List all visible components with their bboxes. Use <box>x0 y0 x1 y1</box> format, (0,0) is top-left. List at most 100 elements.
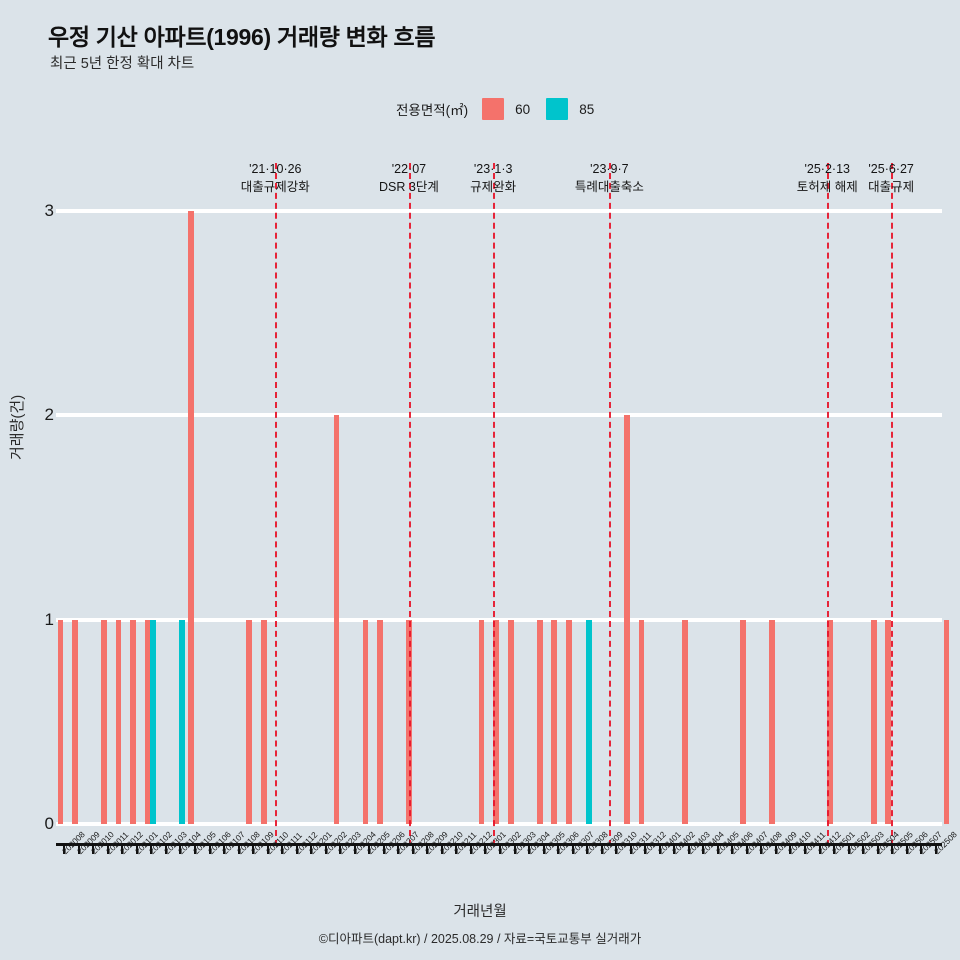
bar-202308-85[interactable] <box>586 619 592 824</box>
bar-202105-60[interactable] <box>188 211 194 824</box>
bar-202011-60[interactable] <box>101 619 107 824</box>
x-tick-202206 <box>382 843 385 854</box>
footer-credit: ©디아파트(dapt.kr) / 2025.08.29 / 자료=국토교통부 실… <box>318 932 642 946</box>
x-tick-202107 <box>223 843 226 854</box>
bar-202109-60[interactable] <box>246 619 253 824</box>
annotation-label-4: '25·2·13 토허제 해제 <box>797 160 858 196</box>
x-tick-202210 <box>440 843 443 854</box>
bar-202302-60[interactable] <box>493 619 499 824</box>
x-tick-202403 <box>687 843 690 854</box>
x-tick-202308 <box>586 843 589 854</box>
bar-202303-60[interactable] <box>507 619 514 824</box>
x-tick-202211 <box>455 843 458 854</box>
annotation-line-3 <box>609 163 612 846</box>
legend-swatch-85 <box>546 98 569 120</box>
x-tick-202504 <box>876 843 879 854</box>
x-tick-202208 <box>411 843 414 854</box>
x-axis-title: 거래년월 <box>453 904 507 920</box>
x-tick-202103 <box>164 843 167 854</box>
chart-title: 우정 기산 아파트(1996) 거래량 변화 흐름 <box>48 24 436 50</box>
bar-202305-60[interactable] <box>536 619 543 824</box>
x-tick-202407 <box>745 843 748 854</box>
annotation-line-5 <box>891 163 894 846</box>
x-tick-202404 <box>702 843 705 854</box>
annotation-line-4 <box>827 163 830 846</box>
bar-202008-60[interactable] <box>57 619 64 824</box>
bar-202501-60[interactable] <box>827 619 834 824</box>
annotation-text-4: 토허제 해제 <box>796 180 858 195</box>
bar-202505-60[interactable] <box>885 619 892 824</box>
x-tick-202201 <box>310 843 313 854</box>
x-tick-202408 <box>760 843 763 854</box>
annotation-line-2 <box>493 163 496 846</box>
bar-202101-60[interactable] <box>130 619 136 824</box>
bar-202205-60[interactable] <box>362 619 369 824</box>
annotation-text-2: 규제완화 <box>470 180 517 195</box>
annotation-label-3: '23·9·7 특례대출축소 <box>575 160 644 196</box>
x-tick-202204 <box>353 843 356 854</box>
annotation-text-3: 특례대출축소 <box>574 180 644 195</box>
annotation-date-0: '21·10·26 <box>249 162 302 176</box>
annotation-date-1: '22·07 <box>391 162 427 176</box>
chart-legend: 전용면적(㎡) 60 85 <box>396 98 610 120</box>
bar-202301-60[interactable] <box>478 619 485 824</box>
x-tick-202102 <box>150 843 153 854</box>
bar-202306-60[interactable] <box>551 619 558 824</box>
annotation-text-5: 대출규제 <box>868 180 915 195</box>
bar-202102-85[interactable] <box>150 619 157 824</box>
x-tick-202406 <box>731 843 734 854</box>
gridline <box>56 617 942 622</box>
x-tick-202411 <box>804 843 807 854</box>
bar-202206-60[interactable] <box>377 619 383 824</box>
bar-202203-60[interactable] <box>333 415 340 824</box>
plot-area <box>56 209 950 826</box>
x-tick-202305 <box>542 843 545 854</box>
x-tick-202309 <box>600 843 603 854</box>
bar-202307-60[interactable] <box>565 619 572 824</box>
y-tick-label-0: 0 <box>44 814 54 833</box>
annotation-label-1: '22·07 DSR 3단계 <box>379 160 439 196</box>
legend-title: 전용면적(㎡) <box>396 103 469 118</box>
x-tick-202212 <box>469 843 472 854</box>
y-tick-label-1: 1 <box>44 609 54 629</box>
bar-202104-85[interactable] <box>179 619 186 824</box>
x-tick-202011 <box>106 843 109 854</box>
bar-202102-60[interactable] <box>144 619 151 824</box>
x-tick-202304 <box>528 843 531 854</box>
y-tick-label-2: 2 <box>44 405 54 425</box>
bar-202009-60[interactable] <box>72 619 78 824</box>
bar-202312-60[interactable] <box>638 619 645 824</box>
bar-202311-60[interactable] <box>624 415 630 824</box>
x-tick-202303 <box>513 843 516 854</box>
gridline <box>56 822 942 826</box>
bar-202407-60[interactable] <box>740 619 746 824</box>
annotation-date-2: '23·1·3 <box>473 162 513 176</box>
x-tick-202507 <box>920 843 923 854</box>
x-tick-202312 <box>644 843 647 854</box>
gridline <box>56 413 942 418</box>
bar-202012-60[interactable] <box>115 619 122 824</box>
legend-swatch-60 <box>482 98 505 120</box>
bar-202110-60[interactable] <box>260 619 267 824</box>
x-tick-202301 <box>484 843 487 854</box>
bar-202403-60[interactable] <box>682 619 688 824</box>
x-tick-202009 <box>77 843 80 854</box>
bar-undefined-60[interactable] <box>943 619 950 824</box>
x-tick-202401 <box>658 843 661 854</box>
annotation-label-0: '21·10·26 대출규제강화 <box>241 160 310 196</box>
x-tick-202302 <box>499 843 501 854</box>
legend-item-60[interactable]: 60 <box>482 98 530 120</box>
x-tick-202106 <box>208 843 211 854</box>
bar-202504-60[interactable] <box>870 619 877 824</box>
x-tick-202412 <box>818 843 821 854</box>
x-tick-202108 <box>237 843 240 854</box>
x-tick-202405 <box>716 843 719 854</box>
legend-item-85[interactable]: 85 <box>546 98 594 120</box>
x-tick-202311 <box>629 843 632 854</box>
x-tick-202203 <box>339 843 342 854</box>
x-tick-202506 <box>905 843 908 854</box>
legend-label-60: 60 <box>515 101 531 117</box>
x-tick-202104 <box>179 843 182 854</box>
bar-202409-60[interactable] <box>769 619 775 824</box>
